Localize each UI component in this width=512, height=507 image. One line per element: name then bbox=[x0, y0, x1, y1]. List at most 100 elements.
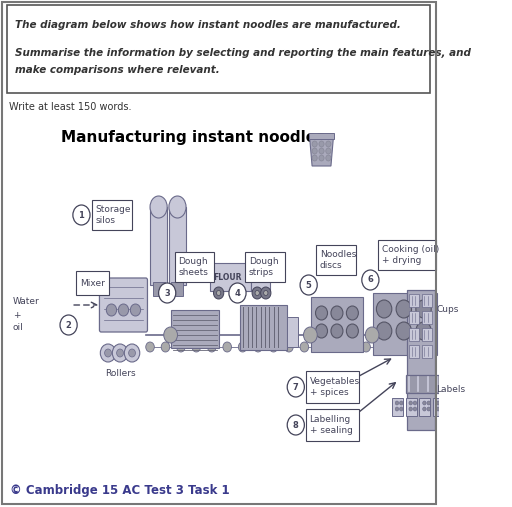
Circle shape bbox=[164, 327, 178, 343]
Circle shape bbox=[399, 407, 403, 411]
Circle shape bbox=[300, 342, 309, 352]
Text: 4: 4 bbox=[234, 288, 241, 298]
Circle shape bbox=[129, 349, 136, 357]
Circle shape bbox=[233, 287, 244, 299]
Text: 3: 3 bbox=[164, 288, 170, 298]
Circle shape bbox=[395, 401, 399, 405]
Text: Noodles
discs: Noodles discs bbox=[320, 250, 356, 270]
Text: Dough
strips: Dough strips bbox=[249, 257, 278, 277]
Circle shape bbox=[413, 401, 417, 405]
Circle shape bbox=[464, 407, 467, 411]
Circle shape bbox=[161, 342, 170, 352]
Circle shape bbox=[455, 401, 458, 405]
Text: +: + bbox=[13, 311, 20, 320]
Circle shape bbox=[395, 407, 399, 411]
FancyBboxPatch shape bbox=[172, 282, 183, 296]
FancyBboxPatch shape bbox=[210, 263, 251, 291]
Circle shape bbox=[319, 155, 324, 161]
Circle shape bbox=[376, 300, 392, 318]
Ellipse shape bbox=[150, 196, 167, 218]
Circle shape bbox=[427, 407, 431, 411]
Circle shape bbox=[331, 324, 343, 338]
Circle shape bbox=[436, 401, 440, 405]
Circle shape bbox=[236, 291, 241, 296]
Circle shape bbox=[252, 287, 262, 299]
FancyBboxPatch shape bbox=[406, 375, 475, 393]
Circle shape bbox=[347, 306, 358, 320]
FancyBboxPatch shape bbox=[422, 345, 432, 358]
Circle shape bbox=[413, 407, 417, 411]
FancyBboxPatch shape bbox=[150, 207, 167, 285]
Text: 1: 1 bbox=[78, 210, 84, 220]
Circle shape bbox=[117, 349, 123, 357]
Circle shape bbox=[362, 270, 379, 290]
FancyBboxPatch shape bbox=[240, 305, 287, 350]
FancyBboxPatch shape bbox=[373, 293, 437, 355]
Circle shape bbox=[60, 315, 77, 335]
Polygon shape bbox=[310, 136, 333, 166]
FancyBboxPatch shape bbox=[460, 398, 472, 416]
Circle shape bbox=[118, 304, 129, 316]
Circle shape bbox=[319, 141, 324, 147]
FancyBboxPatch shape bbox=[306, 371, 359, 403]
FancyBboxPatch shape bbox=[409, 328, 419, 341]
Ellipse shape bbox=[169, 196, 186, 218]
Circle shape bbox=[450, 401, 454, 405]
Circle shape bbox=[319, 148, 324, 154]
Text: Labels: Labels bbox=[436, 385, 465, 394]
Circle shape bbox=[377, 342, 386, 352]
Text: Water: Water bbox=[13, 297, 39, 306]
Circle shape bbox=[315, 306, 328, 320]
Circle shape bbox=[365, 327, 379, 343]
Circle shape bbox=[106, 304, 117, 316]
Circle shape bbox=[312, 141, 317, 147]
Text: Cups: Cups bbox=[436, 306, 459, 314]
Circle shape bbox=[214, 287, 224, 299]
Circle shape bbox=[304, 327, 317, 343]
FancyBboxPatch shape bbox=[409, 345, 419, 358]
Circle shape bbox=[104, 349, 112, 357]
Circle shape bbox=[285, 342, 293, 352]
Text: Manufacturing instant noodles: Manufacturing instant noodles bbox=[61, 130, 325, 145]
Text: make comparisons where relevant.: make comparisons where relevant. bbox=[15, 65, 220, 75]
Circle shape bbox=[409, 401, 412, 405]
FancyBboxPatch shape bbox=[172, 310, 219, 348]
Circle shape bbox=[124, 344, 140, 362]
Text: Summarise the information by selecting and reporting the main features, and: Summarise the information by selecting a… bbox=[15, 48, 472, 58]
Circle shape bbox=[416, 322, 431, 340]
Circle shape bbox=[255, 291, 260, 296]
Circle shape bbox=[362, 342, 370, 352]
Text: Cooking (oil)
+ drying: Cooking (oil) + drying bbox=[381, 245, 439, 265]
Circle shape bbox=[416, 300, 431, 318]
FancyBboxPatch shape bbox=[422, 328, 432, 341]
FancyBboxPatch shape bbox=[419, 398, 431, 416]
Circle shape bbox=[315, 342, 324, 352]
Circle shape bbox=[450, 407, 454, 411]
FancyBboxPatch shape bbox=[76, 271, 109, 295]
FancyBboxPatch shape bbox=[175, 252, 215, 282]
Text: Vegetables
+ spices: Vegetables + spices bbox=[310, 377, 359, 397]
Text: Write at least 150 words.: Write at least 150 words. bbox=[9, 102, 131, 112]
Circle shape bbox=[254, 342, 262, 352]
Circle shape bbox=[312, 155, 317, 161]
Circle shape bbox=[312, 148, 317, 154]
Circle shape bbox=[261, 287, 271, 299]
Circle shape bbox=[331, 342, 339, 352]
Circle shape bbox=[192, 342, 201, 352]
Circle shape bbox=[269, 342, 278, 352]
FancyBboxPatch shape bbox=[409, 311, 419, 324]
FancyBboxPatch shape bbox=[7, 5, 431, 93]
Circle shape bbox=[436, 407, 440, 411]
Circle shape bbox=[455, 407, 458, 411]
Circle shape bbox=[468, 401, 472, 405]
Circle shape bbox=[223, 342, 231, 352]
FancyBboxPatch shape bbox=[309, 133, 334, 139]
Text: oil: oil bbox=[13, 323, 24, 332]
Circle shape bbox=[326, 148, 331, 154]
Text: Dough
sheets: Dough sheets bbox=[178, 257, 208, 277]
Circle shape bbox=[423, 401, 426, 405]
FancyBboxPatch shape bbox=[251, 267, 270, 291]
Circle shape bbox=[393, 342, 401, 352]
Circle shape bbox=[300, 275, 317, 295]
Circle shape bbox=[73, 205, 90, 225]
